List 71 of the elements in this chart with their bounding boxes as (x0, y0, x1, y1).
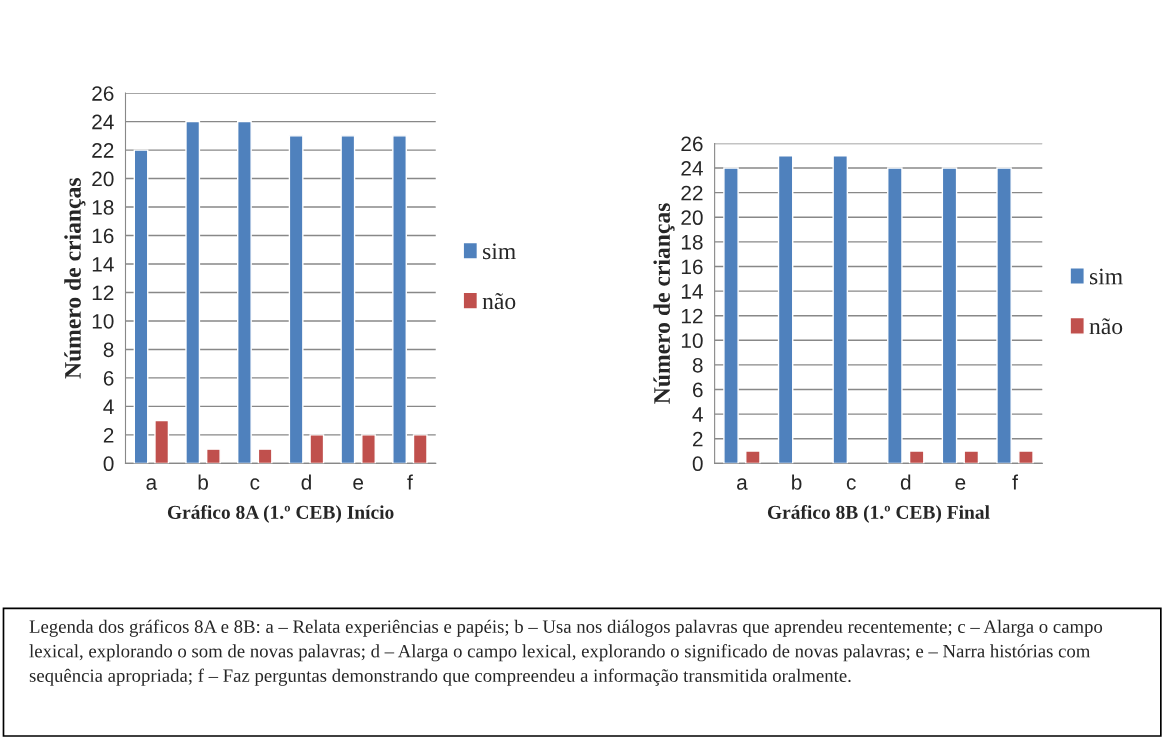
x-tick-label: b (198, 474, 208, 490)
bar (1018, 450, 1034, 464)
bar (941, 167, 958, 464)
bar (133, 149, 149, 464)
y-tick-label: 12 (92, 285, 114, 301)
x-tick-label: b (792, 474, 802, 490)
legend-label: sim (483, 243, 516, 260)
y-tick-label: 6 (692, 382, 703, 398)
bar (154, 419, 170, 464)
y-axis-title: Número de crianças (64, 178, 86, 379)
y-tick-label: 22 (681, 185, 703, 201)
y-tick-label: 4 (692, 407, 703, 422)
y-tick-label: 2 (103, 427, 114, 443)
bar (723, 167, 739, 464)
y-tick-label: 18 (681, 234, 703, 250)
y-tick-label: 14 (92, 257, 114, 272)
bar (777, 155, 794, 464)
y-tick-label: 8 (692, 357, 703, 373)
y-tick-label: 4 (103, 399, 114, 414)
bar (908, 450, 925, 464)
y-tick-label: 20 (92, 171, 114, 187)
y-tick-label: 10 (681, 333, 703, 349)
text: Legenda dos gráficos 8A e 8B: a – Relata experiências e papéis; b – Usa nos diálogos palavras que aprendeu recentemente; c – Alarga o campo lexical, explorando o som de novas palavras; d – Alarga o campo lexical, explorando o significado de novas palavras; e – Narra histórias com sequência apropriada; f – Faz perguntas demonstrando que compreendeu a informação transmitida oralmente. (29, 619, 1103, 686)
y-tick-label: 26 (92, 86, 114, 101)
x-tick-label: c (250, 478, 260, 490)
bar (205, 448, 221, 464)
y-tick-label: 0 (692, 456, 703, 472)
y-tick-label: 14 (681, 284, 703, 299)
legend-label: não (482, 293, 516, 310)
x-tick-label: a (737, 478, 748, 490)
bar (745, 450, 761, 464)
bar (257, 448, 273, 464)
bar (392, 135, 407, 464)
bar (963, 450, 980, 464)
x-axis-title: Gráfico 8B (1.º CEB) Final (767, 505, 990, 523)
y-tick-label: 16 (92, 228, 114, 244)
x-axis-title: Gráfico 8A (1.º CEB) Início (167, 505, 394, 523)
x-tick-label: d (301, 474, 311, 490)
y-tick-label: 10 (92, 313, 114, 329)
y-axis-title: Número de crianças (653, 203, 675, 404)
x-tick-label: f (407, 474, 413, 490)
bar (996, 167, 1012, 464)
y-tick-label: 16 (681, 259, 703, 275)
bar (237, 120, 252, 464)
x-tick-label: a (146, 478, 158, 490)
y-tick-label: 2 (692, 431, 703, 447)
x-tick-label: c (846, 478, 856, 490)
bar (832, 155, 849, 464)
legend-label: não (1089, 318, 1123, 335)
y-tick-label: 18 (92, 200, 114, 215)
y-tick-label: 8 (103, 342, 114, 358)
legend-label: sim (1089, 268, 1123, 285)
y-tick-label: 20 (681, 210, 703, 226)
y-tick-label: 6 (103, 370, 114, 386)
x-tick-label: d (900, 474, 911, 490)
y-tick-label: 22 (92, 143, 114, 158)
y-tick-label: 24 (92, 114, 114, 130)
y-tick-label: 0 (103, 456, 114, 472)
bar (185, 120, 201, 464)
y-tick-label: 12 (681, 308, 703, 324)
bar (340, 135, 356, 464)
bar (412, 434, 428, 464)
bar (309, 434, 325, 464)
x-tick-label: e (955, 478, 966, 490)
bar (361, 434, 376, 464)
x-tick-label: e (353, 478, 364, 490)
x-tick-label: f (1012, 474, 1018, 490)
y-tick-label: 24 (681, 161, 703, 176)
bar (288, 135, 304, 464)
bar (887, 167, 903, 464)
y-tick-label: 26 (681, 136, 703, 152)
